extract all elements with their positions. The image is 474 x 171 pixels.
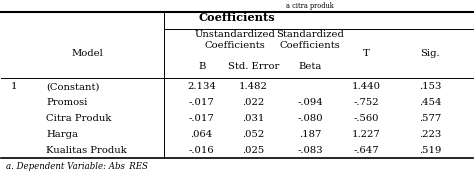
Text: a citra produk: a citra produk [286,2,334,10]
Text: -.017: -.017 [189,98,215,107]
Text: .052: .052 [242,130,264,139]
Text: Promosi: Promosi [46,98,88,107]
Text: Citra Produk: Citra Produk [46,114,111,123]
Text: .031: .031 [242,114,264,123]
Text: -.647: -.647 [354,146,379,155]
Text: .153: .153 [419,82,441,91]
Text: -.094: -.094 [297,98,323,107]
Text: .454: .454 [419,98,441,107]
Text: Beta: Beta [298,62,322,71]
Text: 1.440: 1.440 [352,82,381,91]
Text: .577: .577 [419,114,441,123]
Text: -.083: -.083 [297,146,323,155]
Text: (Constant): (Constant) [46,82,100,91]
Text: 1: 1 [11,82,18,91]
Text: Coefficients: Coefficients [199,12,275,23]
Text: -.752: -.752 [354,98,379,107]
Text: -.080: -.080 [297,114,323,123]
Text: 2.134: 2.134 [187,82,216,91]
Text: .223: .223 [419,130,441,139]
Text: -.016: -.016 [189,146,214,155]
Text: .187: .187 [299,130,321,139]
Text: a. Dependent Variable: Abs_RES: a. Dependent Variable: Abs_RES [6,161,148,171]
Text: .022: .022 [242,98,264,107]
Text: Model: Model [72,49,103,58]
Text: Standardized
Coefficients: Standardized Coefficients [276,30,344,50]
Text: 1.227: 1.227 [352,130,381,139]
Text: Kualitas Produk: Kualitas Produk [46,146,127,155]
Text: -.560: -.560 [354,114,379,123]
Text: .519: .519 [419,146,441,155]
Text: Std. Error: Std. Error [228,62,279,71]
Text: T: T [363,49,370,58]
Text: Sig.: Sig. [420,49,440,58]
Text: .064: .064 [191,130,213,139]
Text: 1.482: 1.482 [239,82,268,91]
Text: Unstandardized
Coefficients: Unstandardized Coefficients [194,30,275,50]
Text: Harga: Harga [46,130,78,139]
Text: -.017: -.017 [189,114,215,123]
Text: B: B [198,62,205,71]
Text: .025: .025 [242,146,264,155]
